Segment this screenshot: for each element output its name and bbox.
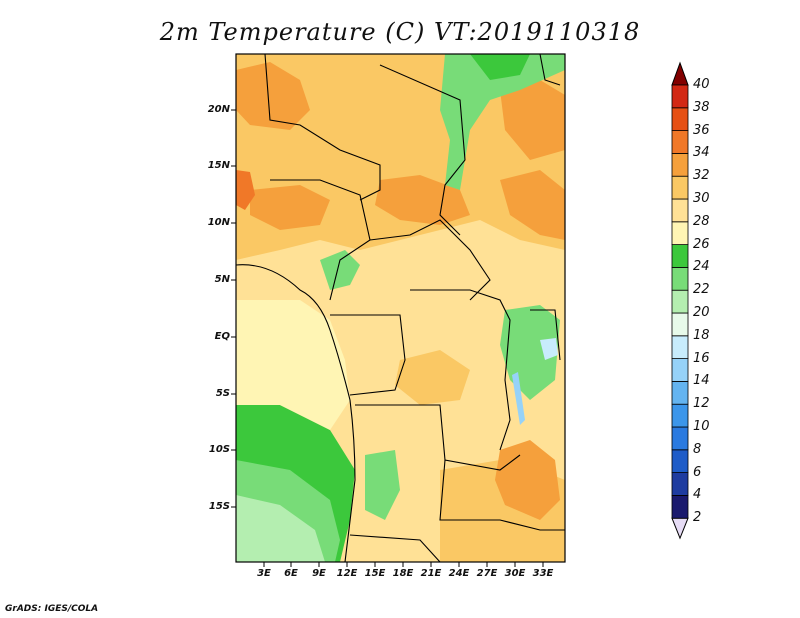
lon-label: 33E (532, 568, 554, 579)
colorbar-level-label: 6 (693, 464, 702, 480)
border-north-1 (264, 54, 381, 201)
lon-label: 12E (336, 568, 358, 579)
temperature-field (236, 54, 565, 562)
lat-label: 5N (214, 274, 230, 285)
lat-label: 10S (208, 444, 230, 455)
credit-text: GrADS: IGES/COLA (5, 604, 99, 614)
border-ne (539, 54, 561, 86)
colorbar-box (671, 221, 689, 246)
lon-label: 27E (476, 568, 498, 579)
lat-label: EQ (214, 331, 230, 342)
field-ethiopia-green (440, 54, 565, 190)
lake-victoria (540, 338, 558, 360)
colorbar-box (671, 107, 689, 132)
field-ocean-pale (236, 300, 350, 430)
colorbar-level-label: 20 (693, 305, 710, 320)
coastline-west (236, 264, 356, 562)
colorbar-box (671, 358, 689, 382)
colorbar-level-label: 24 (693, 259, 710, 275)
colorbar-level-label: 34 (693, 145, 710, 161)
field-hot-patch-3 (500, 170, 565, 240)
lon-label: 21E (420, 568, 442, 579)
field-angola-green (365, 450, 400, 520)
field-hot-patch-4 (500, 80, 565, 160)
colorbar-box (671, 266, 689, 291)
lat-label: 15S (208, 501, 230, 512)
lat-label: 15N (207, 160, 230, 171)
colorbar-box (671, 449, 689, 473)
colorbar-box (671, 494, 689, 519)
border-north-2 (379, 64, 466, 236)
border-drc-east (410, 289, 511, 451)
colorbar-box (671, 289, 689, 314)
lon-label: 15E (364, 568, 386, 579)
colorbar-box (671, 84, 689, 109)
colorbar (671, 61, 689, 540)
colorbar-box (671, 175, 689, 200)
colorbar-box (671, 472, 689, 496)
colorbar-box (671, 152, 689, 177)
colorbar-level-label: 14 (693, 373, 710, 389)
border-uganda (530, 309, 561, 361)
colorbar-box (671, 403, 689, 428)
colorbar-level-label: 18 (693, 327, 710, 343)
border-congo (330, 314, 406, 396)
lon-label: 6E (284, 568, 298, 579)
colorbar-box (671, 426, 689, 451)
colorbar-level-label: 8 (693, 441, 702, 457)
lake-tanganyika (512, 372, 525, 425)
colorbar-level-label: 4 (693, 487, 702, 503)
field-very-hot-patch (236, 170, 255, 210)
field-ethiopia-green-dark (470, 54, 530, 80)
country-borders (236, 54, 565, 562)
colorbar-level-label: 38 (693, 99, 710, 115)
colorbar-level-label: 2 (693, 510, 702, 526)
colorbar-level-label: 28 (693, 213, 710, 229)
colorbar-over-triangle (671, 61, 689, 86)
colorbar-level-label: 12 (693, 396, 710, 412)
colorbar-box (671, 130, 689, 154)
lat-label: 10N (207, 217, 230, 228)
field-hot-patch-5 (250, 185, 330, 230)
colorbar-level-label: 40 (693, 77, 710, 92)
colorbar-box (671, 244, 689, 268)
colorbar-box (671, 380, 689, 405)
lat-label: 20N (207, 104, 230, 115)
colorbar-level-label: 32 (693, 168, 710, 184)
lon-label: 9E (312, 568, 326, 579)
field-central-warm (395, 350, 470, 405)
border-zambia (439, 459, 565, 531)
lon-label: 24E (448, 568, 470, 579)
border-west-africa (270, 179, 371, 301)
map-title: 2m Temperature (C) VT:2019110318 (159, 18, 641, 46)
lon-label: 18E (392, 568, 414, 579)
lon-label: 30E (504, 568, 526, 579)
map-frame (235, 53, 566, 563)
field-hot-patch-2 (375, 175, 470, 225)
field-southwest-palegreen (236, 495, 325, 562)
colorbar-box (671, 198, 689, 223)
colorbar-level-label: 10 (693, 419, 710, 434)
colorbar-level-label: 26 (693, 236, 710, 252)
colorbar-level-label: 36 (693, 122, 710, 138)
colorbar-level-label: 16 (693, 350, 710, 366)
field-hot-patch-1 (236, 62, 310, 130)
colorbar-level-label: 22 (693, 282, 710, 298)
field-southeast-hot (495, 440, 560, 520)
colorbar-box (671, 335, 689, 359)
border-car (369, 219, 491, 301)
axis-ticks (231, 109, 544, 567)
border-namibia (349, 534, 441, 562)
colorbar-box (671, 312, 689, 337)
lat-label: 5S (215, 388, 230, 399)
lon-label: 3E (257, 568, 271, 579)
field-cameroon-green (320, 250, 360, 290)
colorbar-under-triangle (671, 517, 689, 540)
colorbar-level-label: 30 (693, 191, 710, 206)
